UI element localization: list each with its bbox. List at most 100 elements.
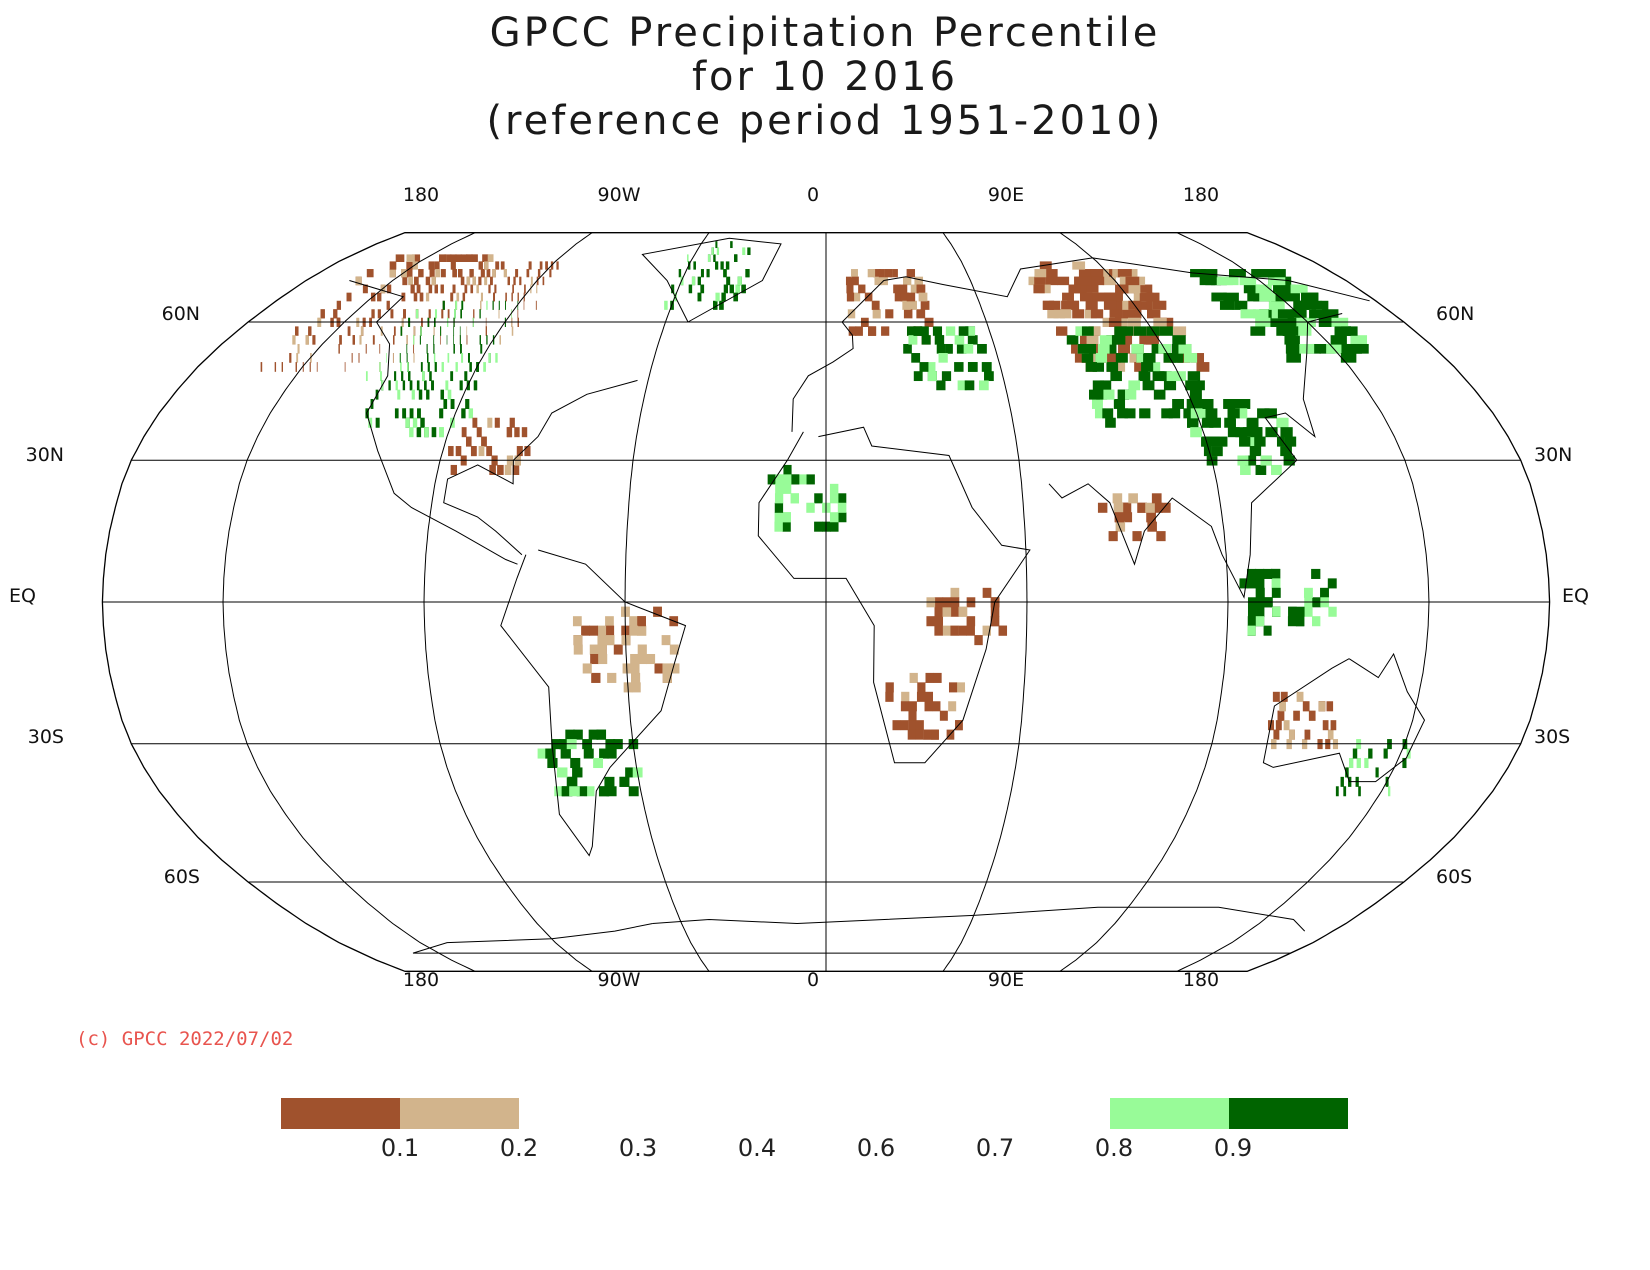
data-cell [814, 521, 823, 532]
data-cell [545, 748, 556, 759]
data-cell [400, 326, 403, 336]
data-cell [1287, 616, 1297, 627]
data-cell [767, 474, 776, 485]
data-cell [1075, 326, 1088, 336]
data-cell [775, 474, 784, 485]
data-cell [933, 672, 942, 683]
data-cell [443, 399, 448, 409]
data-cell [1272, 606, 1281, 617]
data-cell [418, 269, 424, 278]
data-cell [965, 326, 976, 336]
data-cell [613, 644, 623, 655]
coastline [1262, 652, 1426, 783]
data-cell [945, 326, 956, 336]
data-cell [1081, 353, 1094, 363]
data-cell [1053, 309, 1066, 319]
data-cell [680, 276, 684, 286]
data-cell [1239, 578, 1249, 589]
data-cell [481, 436, 487, 447]
data-cell [1247, 578, 1257, 589]
data-cell [1255, 587, 1265, 598]
data-cell [447, 309, 450, 319]
data-cell [453, 326, 455, 336]
data-cell [958, 625, 967, 636]
data-cell [597, 635, 607, 646]
data-cell [700, 269, 704, 278]
data-cell [605, 616, 614, 627]
data-cell [455, 300, 458, 310]
data-cell [646, 653, 656, 665]
data-cell [1145, 292, 1160, 302]
data-cell [604, 776, 615, 787]
data-cell [1077, 343, 1090, 354]
data-cell [923, 729, 932, 740]
data-cell [461, 300, 464, 310]
data-cell [292, 335, 296, 345]
data-cell [440, 389, 445, 400]
data-cell [678, 269, 682, 278]
data-cell [1276, 417, 1289, 428]
data-cell [848, 326, 857, 336]
data-cell [461, 353, 464, 363]
data-cell [916, 284, 926, 294]
data-cell [418, 389, 423, 400]
data-cell [1283, 292, 1300, 302]
data-cell [1311, 568, 1321, 579]
data-cell [664, 300, 668, 310]
data-cell [1079, 292, 1093, 302]
data-cell [413, 326, 416, 336]
data-cell [1192, 380, 1205, 391]
data-cell [630, 672, 641, 683]
data-cell [1308, 710, 1316, 721]
data-cell [948, 682, 958, 693]
data-cell [1259, 292, 1276, 302]
data-cell [1216, 276, 1233, 286]
data-cell [924, 701, 933, 712]
data-cell [1252, 309, 1269, 319]
data-cell [1190, 427, 1202, 438]
data-cell [1086, 335, 1099, 345]
data-cell [429, 269, 435, 278]
data-cell [535, 300, 537, 310]
data-cell [482, 254, 489, 262]
data-cell [1172, 335, 1186, 345]
data-cell [524, 284, 526, 294]
data-cell [281, 362, 283, 372]
data-cell [408, 371, 411, 382]
data-cell [517, 309, 519, 319]
data-cell [561, 786, 573, 797]
data-cell [461, 408, 466, 419]
data-cell [1086, 284, 1099, 294]
data-cell [433, 335, 435, 345]
data-cell [1263, 568, 1273, 579]
data-cell [573, 635, 583, 646]
data-cell [1160, 502, 1171, 513]
data-cell [439, 427, 444, 438]
data-cell [1196, 362, 1210, 372]
data-cell [1232, 300, 1248, 310]
data-cell [1240, 464, 1251, 475]
data-cell [295, 362, 297, 372]
data-cell [344, 362, 346, 372]
data-cell [868, 326, 877, 336]
data-cell [1265, 427, 1278, 438]
data-cell [1348, 757, 1354, 769]
data-cell [889, 269, 898, 278]
data-cell [956, 682, 966, 693]
data-cell [305, 335, 309, 345]
data-cell [1113, 399, 1126, 409]
data-cell [1142, 380, 1155, 391]
data-cell [908, 710, 917, 721]
data-cell [1084, 343, 1096, 354]
data-cell [885, 309, 894, 319]
data-cell [465, 399, 470, 409]
data-cell [358, 353, 360, 363]
data-cell [1097, 502, 1108, 513]
data-cell [902, 300, 911, 310]
data-cell [1295, 616, 1305, 627]
data-cell [590, 653, 600, 665]
data-cell [934, 616, 944, 627]
data-cell [1117, 408, 1129, 419]
data-cell [900, 701, 910, 712]
data-cell [1148, 362, 1161, 372]
